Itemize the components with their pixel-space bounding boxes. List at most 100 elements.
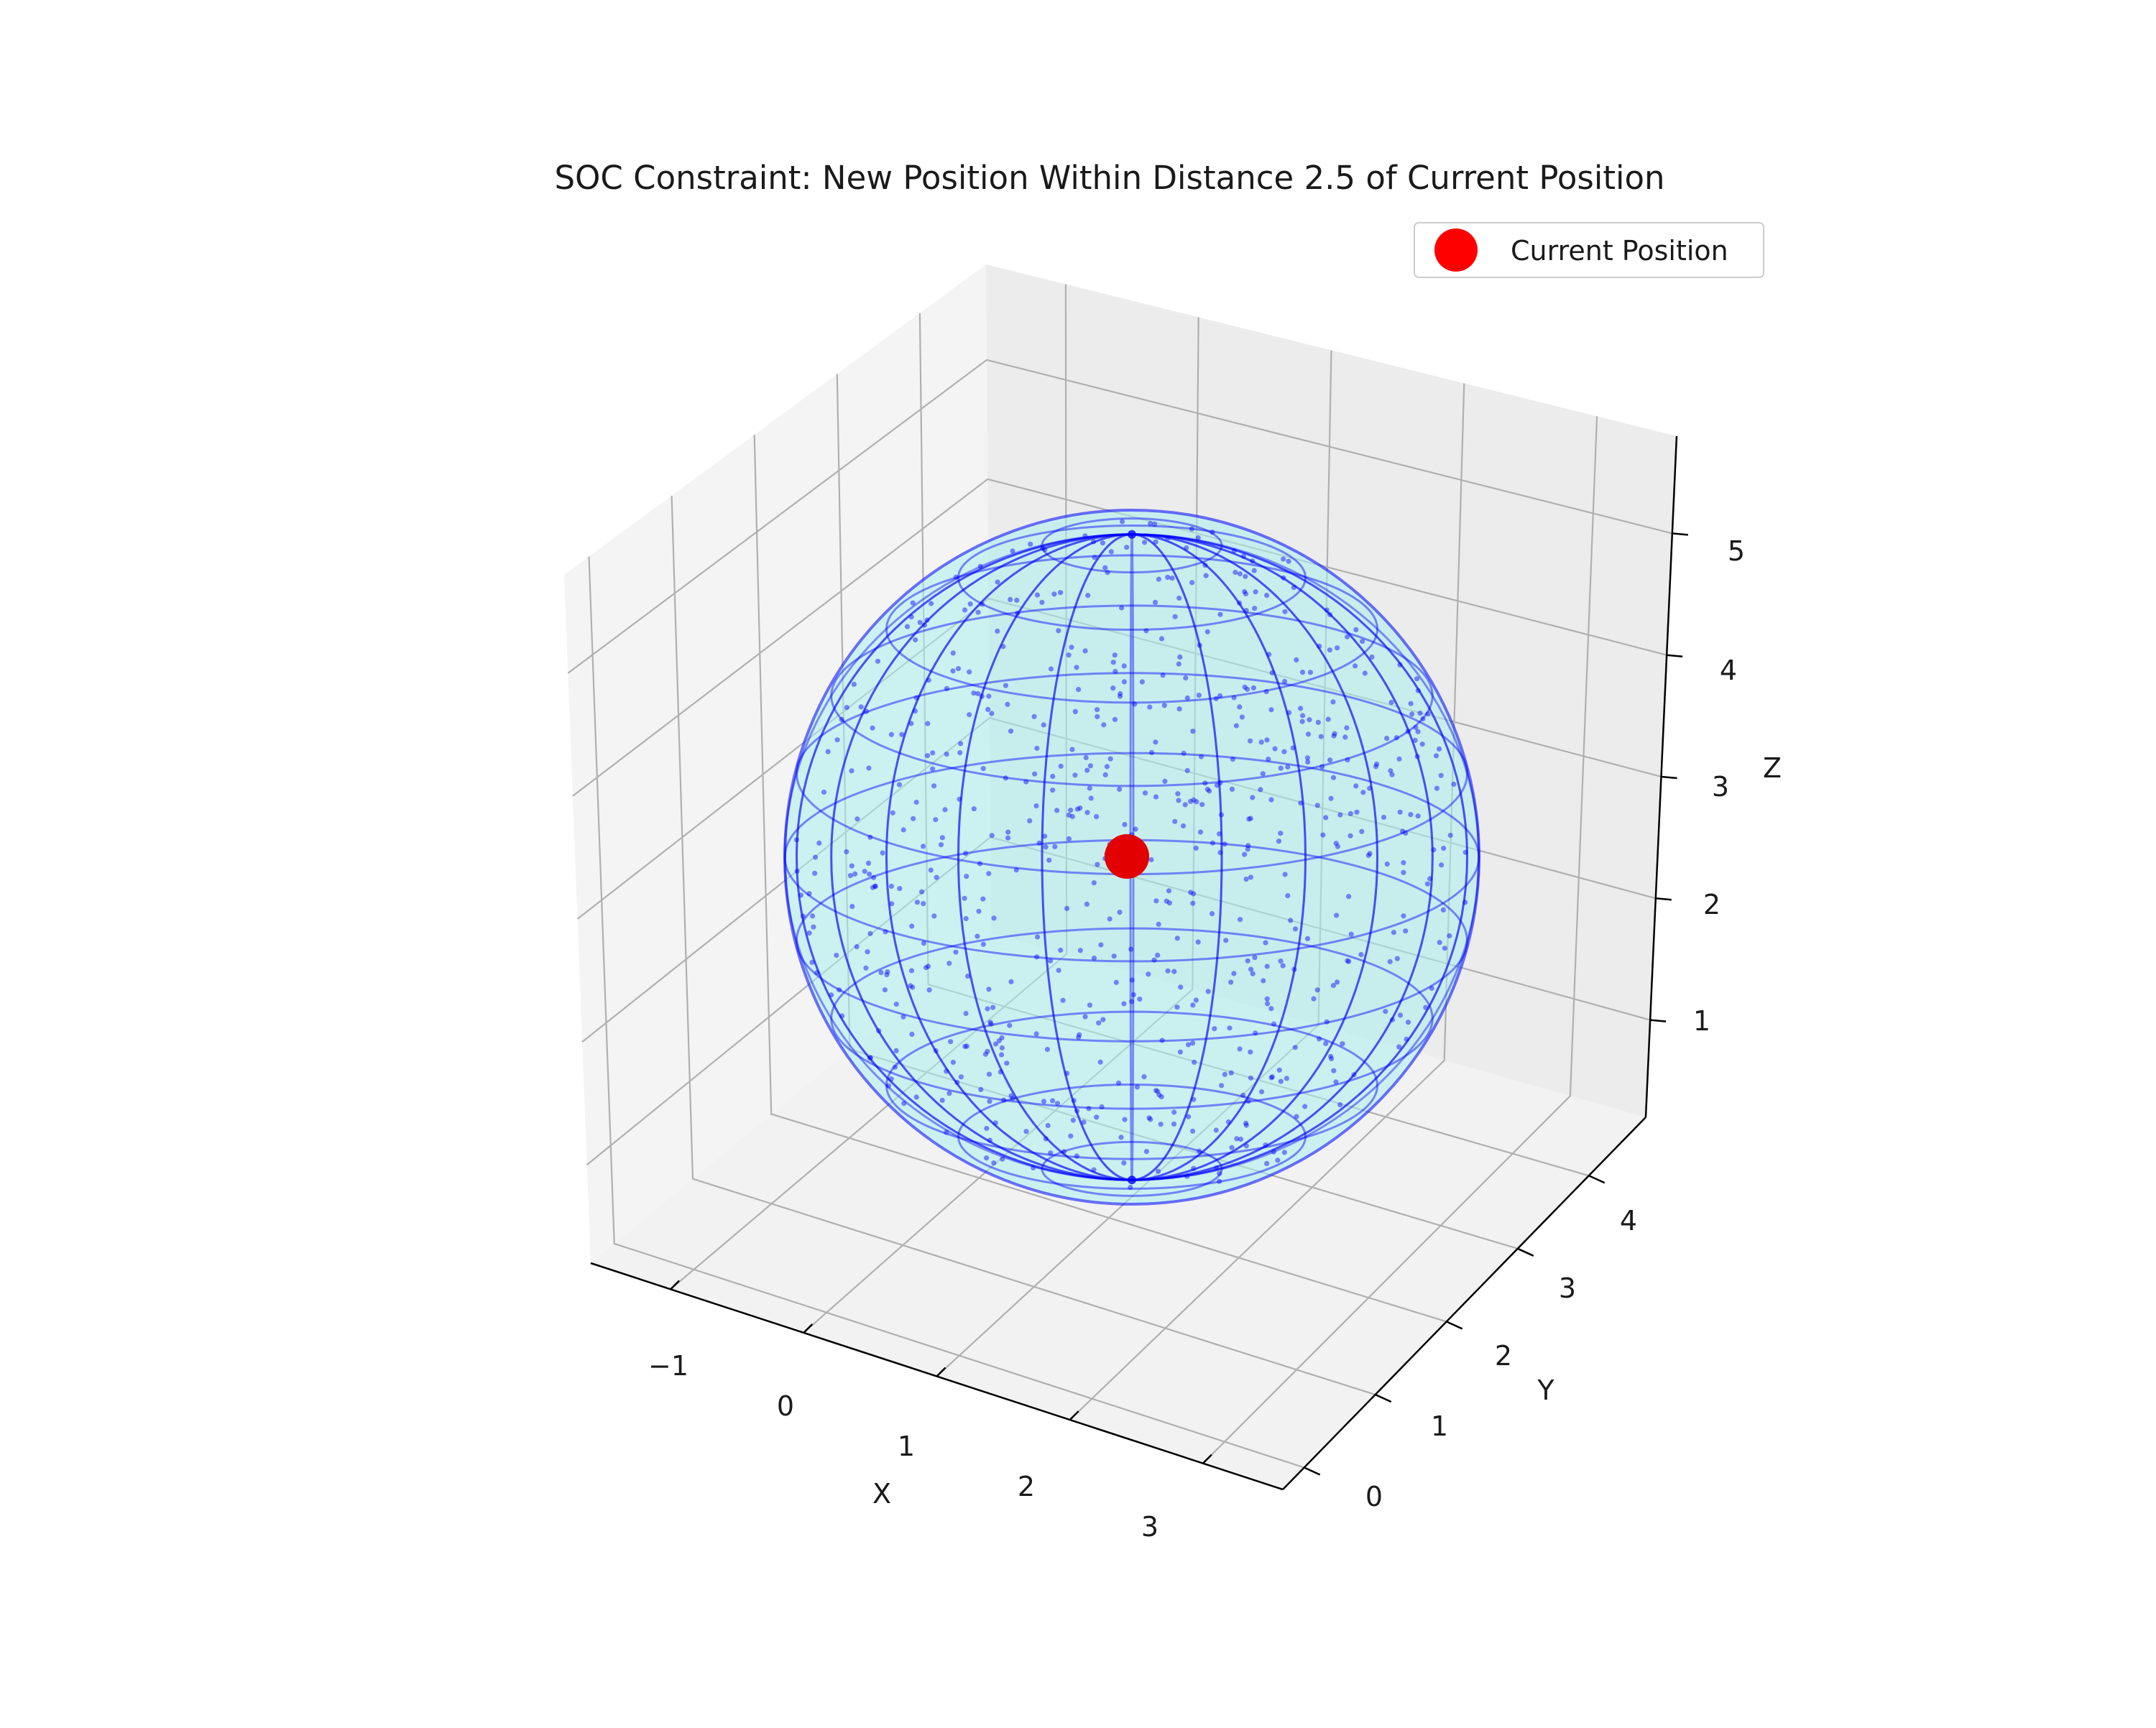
sample-point <box>1323 1040 1329 1046</box>
x-tick-label: 0 <box>777 1390 794 1422</box>
sample-point <box>1190 1040 1196 1046</box>
sample-point <box>1280 963 1286 969</box>
sample-point <box>1041 1099 1047 1104</box>
sample-point <box>1248 1075 1254 1081</box>
sample-point <box>1285 764 1291 770</box>
sphere-latitude-line <box>830 604 1434 787</box>
sample-point <box>854 944 860 950</box>
sample-point <box>1196 693 1202 698</box>
sample-point <box>1008 596 1013 603</box>
legend: Current Position <box>1414 222 1764 278</box>
sample-point <box>1186 1114 1192 1119</box>
sample-point <box>1007 1022 1013 1028</box>
sample-point <box>1199 802 1205 808</box>
sample-point <box>1381 814 1387 821</box>
sample-point <box>1060 997 1066 1003</box>
sample-point <box>1316 1036 1322 1042</box>
sample-point <box>1155 1089 1161 1094</box>
x-tick-label: −1 <box>648 1350 688 1382</box>
x-axis-label: X <box>872 1478 891 1510</box>
sample-point <box>933 1048 939 1054</box>
sample-point <box>1077 1032 1082 1038</box>
y-tick <box>1304 1466 1321 1476</box>
sample-point <box>1447 933 1452 939</box>
sample-point <box>825 749 831 754</box>
sample-point <box>863 965 869 971</box>
sample-point <box>1417 711 1423 716</box>
sample-point <box>1250 558 1256 564</box>
sample-point <box>1184 1173 1190 1179</box>
sample-point <box>1151 957 1157 963</box>
sample-point <box>1434 785 1439 791</box>
sample-point <box>944 1068 949 1074</box>
sample-point <box>863 708 869 714</box>
sample-point <box>1117 910 1123 915</box>
sample-point <box>986 693 992 699</box>
sample-point <box>1231 971 1237 976</box>
sample-point <box>996 1038 1002 1044</box>
sample-point <box>1258 739 1264 745</box>
sample-point <box>1128 1184 1133 1191</box>
sample-point <box>844 849 849 855</box>
sample-point <box>987 1020 993 1025</box>
sample-point <box>1000 644 1006 650</box>
sphere-bottom-pole <box>1128 1175 1136 1185</box>
sample-point <box>1146 1115 1152 1121</box>
sample-point <box>1433 753 1439 759</box>
x-tick-label: 1 <box>898 1431 915 1462</box>
sample-point <box>1401 913 1406 919</box>
sample-point <box>1217 780 1223 786</box>
sample-point <box>1066 652 1072 658</box>
sample-point <box>1001 1097 1007 1103</box>
sample-point <box>985 1006 990 1012</box>
sample-point <box>1245 843 1251 849</box>
sample-point <box>1335 645 1340 651</box>
sample-point <box>1039 599 1045 606</box>
sample-point <box>1046 857 1052 863</box>
sample-point <box>1281 1150 1287 1155</box>
sample-point <box>1050 787 1056 793</box>
sample-point <box>1251 568 1257 573</box>
sample-point <box>963 915 969 922</box>
sample-point <box>1225 1119 1231 1125</box>
sample-point <box>1318 734 1324 739</box>
sample-point <box>1281 749 1287 754</box>
sample-point <box>875 658 881 664</box>
sample-point <box>816 840 822 846</box>
sample-point <box>1069 644 1074 650</box>
sample-point <box>1091 955 1097 961</box>
sample-point <box>897 886 903 892</box>
sample-point <box>884 972 890 978</box>
sample-point <box>933 817 939 823</box>
sample-point <box>1328 1053 1334 1059</box>
sample-point <box>1367 785 1373 791</box>
z-gridline <box>567 359 1673 674</box>
sample-point <box>1087 785 1092 791</box>
sample-point <box>1195 535 1201 541</box>
sample-point <box>988 1021 994 1027</box>
sample-point <box>1050 1098 1056 1104</box>
sample-point <box>923 965 929 971</box>
sample-point <box>1331 1068 1337 1073</box>
sample-point <box>1082 533 1088 539</box>
sample-point <box>1166 900 1172 906</box>
sample-point <box>1243 1120 1249 1126</box>
sample-point <box>1248 816 1253 821</box>
sample-point <box>1365 852 1371 859</box>
sample-point <box>987 1137 992 1143</box>
sample-point <box>1156 1168 1161 1174</box>
sample-point <box>889 901 895 907</box>
sample-point <box>1281 556 1286 562</box>
sample-point <box>921 622 928 628</box>
y-gridline <box>671 495 1376 1396</box>
current-position-marker-shade <box>1105 834 1149 879</box>
sample-point <box>1180 823 1187 829</box>
sample-point <box>1238 1136 1244 1142</box>
sample-point <box>872 884 878 890</box>
sample-point <box>1324 607 1330 613</box>
sample-point <box>1064 1071 1070 1076</box>
sample-point <box>1307 670 1313 675</box>
sample-point <box>1334 912 1340 918</box>
sample-point <box>1143 628 1149 634</box>
sample-point <box>1197 829 1204 835</box>
